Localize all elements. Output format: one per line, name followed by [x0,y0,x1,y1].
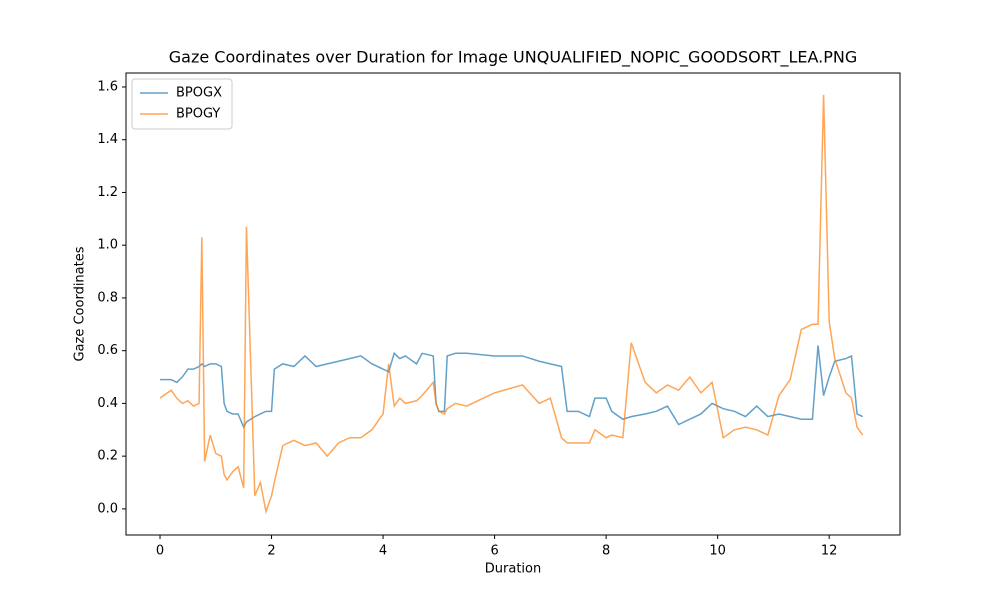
y-tick-label: 0.0 [97,501,118,516]
y-tick-label: 1.0 [97,238,118,253]
y-tick-label: 0.6 [97,343,118,358]
x-tick-label: 12 [821,544,838,559]
y-tick-label: 1.4 [97,132,118,147]
legend-label: BPOGY [176,107,220,122]
x-tick-label: 10 [709,544,726,559]
y-tick-label: 1.2 [97,185,118,200]
y-tick-label: 0.8 [97,290,118,305]
x-tick-label: 6 [490,544,498,559]
chart-title: Gaze Coordinates over Duration for Image… [169,48,857,68]
x-axis-label: Duration [485,562,541,577]
y-tick-label: 0.4 [97,396,118,411]
y-tick-label: 0.2 [97,449,118,464]
y-tick-label: 1.6 [97,79,118,94]
data-line [159,94,864,515]
x-tick-label: 4 [379,544,387,559]
legend-label: BPOGX [176,86,222,101]
x-tick-label: 2 [267,544,275,559]
x-tick-label: 8 [602,544,610,559]
y-axis-label: Gaze Coordinates [73,246,88,361]
legend-box [131,78,233,130]
x-tick-label: 0 [156,544,164,559]
plot-frame [125,72,901,536]
